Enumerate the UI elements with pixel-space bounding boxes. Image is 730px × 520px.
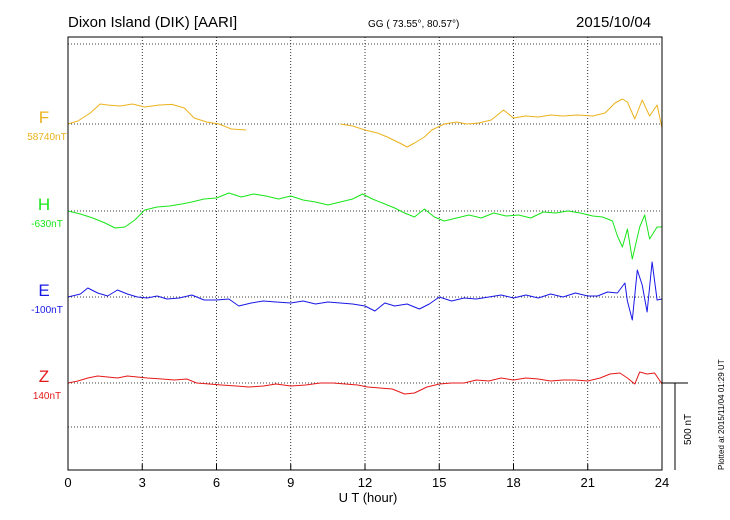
baseline-label-e: -100nT (31, 305, 63, 316)
x-tick-label-0: 0 (64, 475, 71, 490)
component-label-f: F (39, 108, 49, 127)
baseline-label-z: 140nT (33, 391, 61, 402)
series-line-h (67, 192, 662, 260)
chart-date: 2015/10/04 (576, 14, 651, 31)
x-tick-labels: 0 3 6 9 12 15 18 21 24 (64, 464, 669, 490)
x-tick-label-24: 24 (655, 475, 669, 490)
plot-frame (67, 36, 663, 471)
chart-title: Dixon Island (DIK) [AARI] (68, 14, 237, 31)
series-line-f (67, 98, 663, 148)
scale-bar-label: 500 nT (683, 414, 694, 445)
baseline-label-h: -630nT (31, 219, 63, 230)
series-lines (67, 98, 663, 395)
x-tick-label-18: 18 (506, 475, 520, 490)
x-tick-label-12: 12 (358, 475, 372, 490)
station-coordinates: GG ( 73.55°, 80.57°) (368, 19, 459, 30)
component-label-e: E (38, 281, 49, 300)
series-line-e (67, 261, 663, 321)
x-tick-label-15: 15 (432, 475, 446, 490)
scale-bar: 500 nT (662, 382, 694, 470)
component-label-h: H (38, 195, 50, 214)
x-axis-label: U T (hour) (339, 490, 398, 505)
component-labels: F 58740nT H -630nT E -100nT Z 140nT (27, 108, 66, 402)
x-tick-label-9: 9 (287, 475, 294, 490)
x-tick-label-21: 21 (581, 475, 595, 490)
x-tick-label-3: 3 (139, 475, 146, 490)
x-tick-label-6: 6 (213, 475, 220, 490)
baseline-label-f: 58740nT (27, 132, 66, 143)
component-label-z: Z (39, 367, 49, 386)
grid-lines (68, 37, 662, 470)
series-line-z (67, 371, 663, 395)
plotted-at-footer: Plotted at 2015/11/04 01:29 UT (717, 359, 726, 470)
